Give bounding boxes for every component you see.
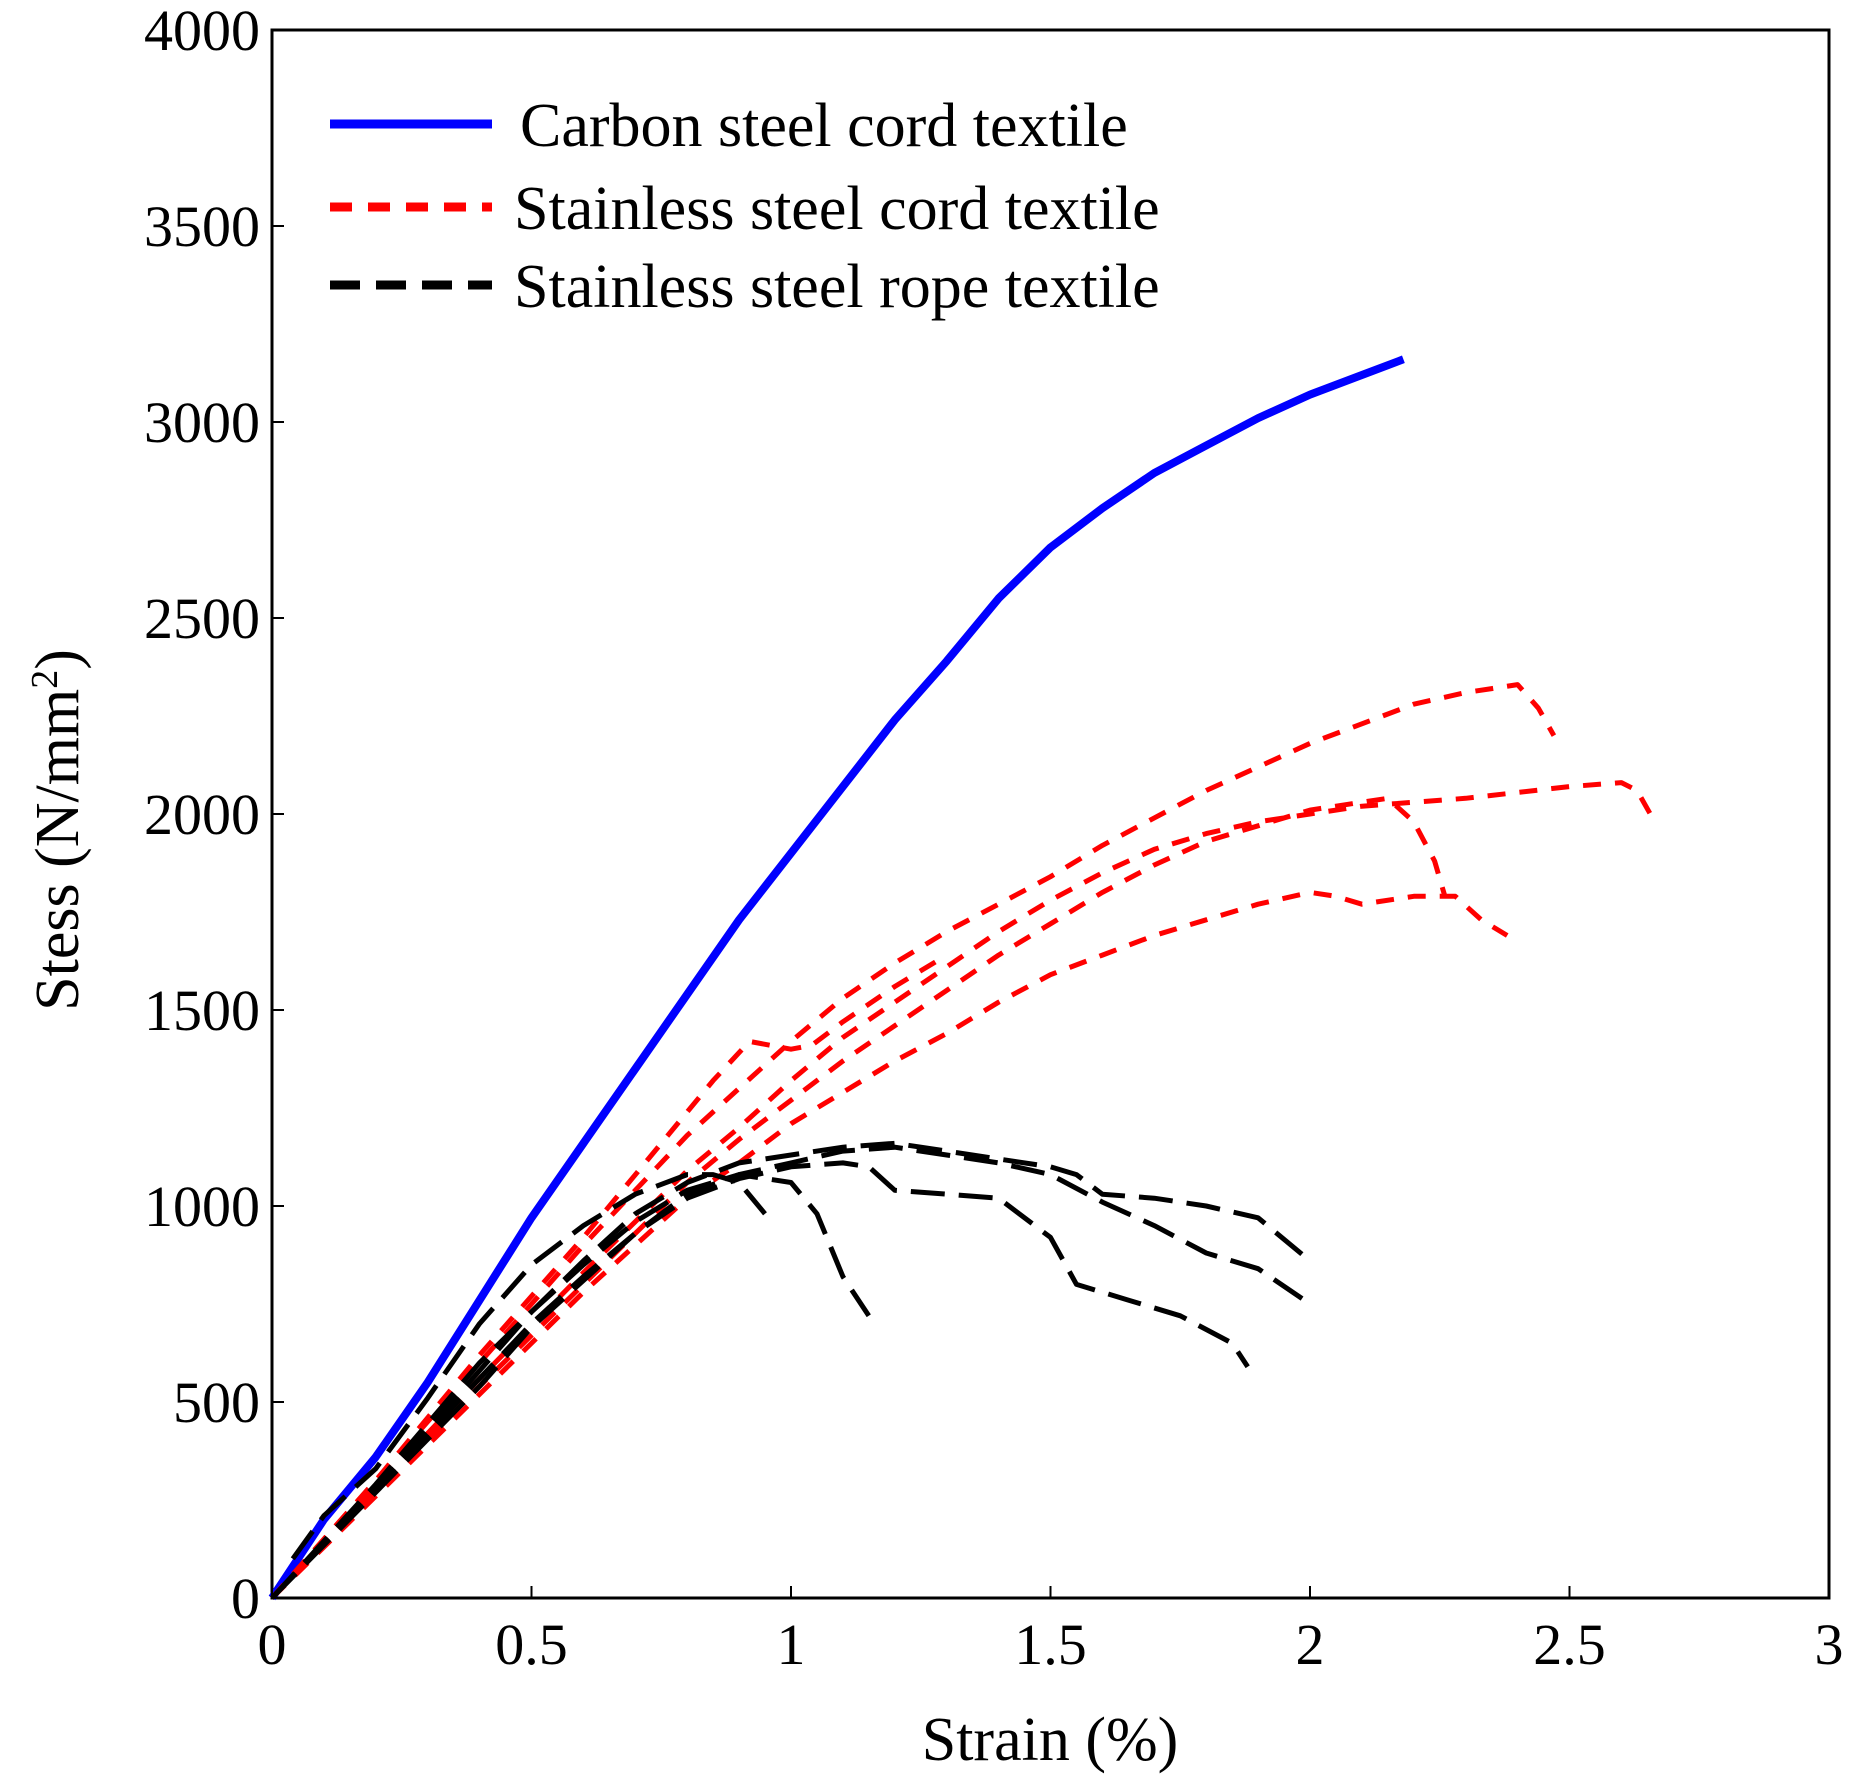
legend-label-stainless-cord: Stainless steel cord textile [514,175,1160,243]
y-tick-label: 3500 [144,194,260,259]
x-tick-label: 0 [258,1612,287,1677]
y-axis-title-main: Stess (N/mm [24,689,92,1011]
series-line-carbon-1 [268,355,1405,1601]
y-axis-title: Stess (N/mm2) [24,649,92,1011]
y-tick-label: 3000 [144,390,260,455]
x-tick-label: 0.5 [495,1612,568,1677]
legend: Carbon steel cord textile Stainless stee… [330,92,1160,321]
series-line-stainless-cord-6 [270,952,948,1600]
y-tick-label: 4000 [144,0,260,63]
x-tick-label: 1.5 [1014,1612,1087,1677]
series-line-stainless-cord-3 [270,780,1655,1600]
series-line-stainless-cord-2 [270,682,1557,1600]
y-axis-title-superscript: 2 [24,670,66,689]
series-line-stainless-rope-9 [270,1160,1250,1600]
series-line-stainless-cord-4 [270,795,1448,1600]
y-tick-label: 500 [173,1370,260,1435]
y-axis-title-close: ) [24,649,92,670]
legend-label-stainless-rope: Stainless steel rope textile [514,253,1160,321]
x-tick-label: 3 [1815,1612,1844,1677]
series-line-stainless-rope-8 [270,1172,871,1600]
series-line-stainless-cord-5 [270,889,1509,1600]
x-tick-label: 2.5 [1533,1612,1606,1677]
y-tick-label: 1500 [144,978,260,1043]
legend-label-carbon: Carbon steel cord textile [520,92,1128,160]
y-tick-label: 2500 [144,586,260,651]
x-axis-title: Strain (%) [922,1706,1179,1774]
y-tick-label: 0 [231,1566,260,1631]
x-tick-label: 1 [777,1612,806,1677]
series-line-stainless-rope-7 [290,1172,767,1561]
series-line-stainless-rope-10 [270,1144,1312,1600]
x-axis-ticks: 0 0.5 1 1.5 2 2.5 3 [258,1586,1844,1677]
y-tick-label: 1000 [144,1174,260,1239]
series-layer [268,355,1655,1601]
series-line-stainless-rope-11 [270,1140,1312,1600]
y-axis-ticks: 0 500 1000 1500 2000 2500 3000 3500 4000 [144,0,284,1631]
y-tick-label: 2000 [144,782,260,847]
x-tick-label: 2 [1296,1612,1325,1677]
